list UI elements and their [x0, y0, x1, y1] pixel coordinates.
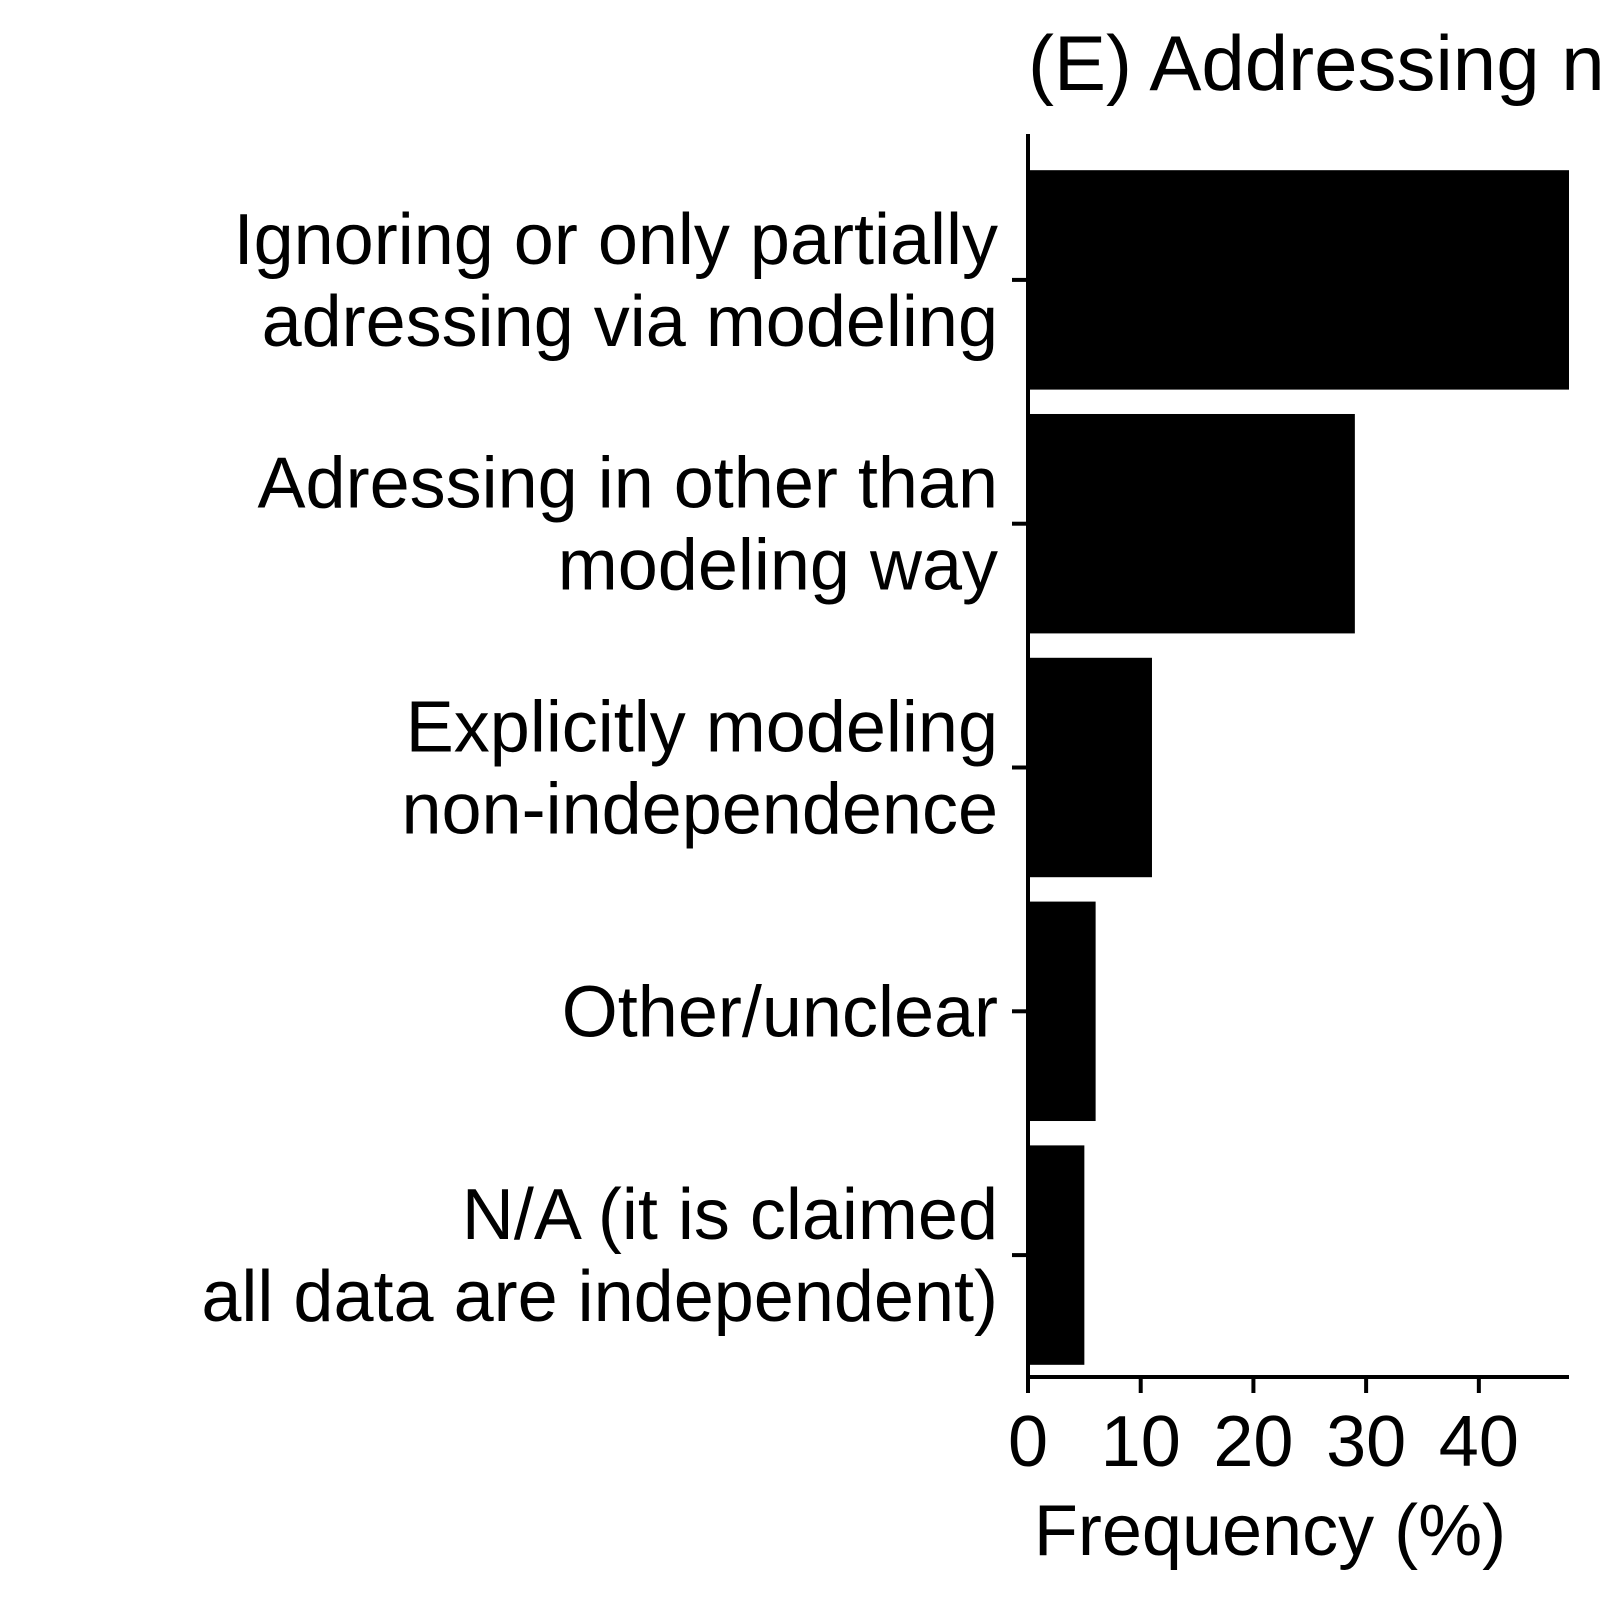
- category-label-line: all data are independent): [201, 1257, 998, 1337]
- category-label-line: non-independence: [401, 770, 998, 850]
- category-label-line: Other/unclear: [562, 972, 998, 1052]
- x-tick-label: 0: [1008, 1402, 1048, 1482]
- bar: [1028, 657, 1152, 878]
- category-label: Ignoring or only partially adressing via …: [234, 200, 998, 362]
- x-axis-ticks: 0 10 20 30 40: [1008, 1377, 1519, 1482]
- category-label-line: modeling way: [558, 526, 998, 606]
- chart-title: (E) Addressing n: [1028, 19, 1600, 107]
- bars: [1028, 170, 1569, 1365]
- bar: [1028, 901, 1096, 1122]
- category-labels: Ignoring or only partially adressing via …: [201, 200, 998, 1337]
- category-label: N/A (it is claimed all data are independe…: [201, 1175, 998, 1337]
- bar: [1028, 1145, 1085, 1365]
- x-axis-label: Frequency (%): [1034, 1491, 1506, 1571]
- category-label-line: adressing via modeling: [262, 282, 998, 362]
- category-label-line: N/A (it is claimed: [462, 1175, 998, 1255]
- category-label: Adressing in other than modeling way: [258, 444, 998, 606]
- category-label: Explicitly modeling non-independence: [401, 688, 998, 850]
- x-tick-label: 30: [1326, 1402, 1406, 1482]
- x-tick-label: 10: [1101, 1402, 1181, 1482]
- category-label: Other/unclear: [562, 972, 998, 1052]
- x-tick-label: 40: [1439, 1402, 1519, 1482]
- x-tick-label: 20: [1213, 1402, 1293, 1482]
- category-label-line: Adressing in other than: [258, 444, 998, 524]
- category-label-line: Ignoring or only partially: [234, 200, 998, 280]
- category-label-line: Explicitly modeling: [406, 688, 998, 768]
- bar: [1028, 170, 1569, 390]
- y-axis-ticks: [1012, 277, 1028, 1258]
- bar: [1028, 413, 1355, 634]
